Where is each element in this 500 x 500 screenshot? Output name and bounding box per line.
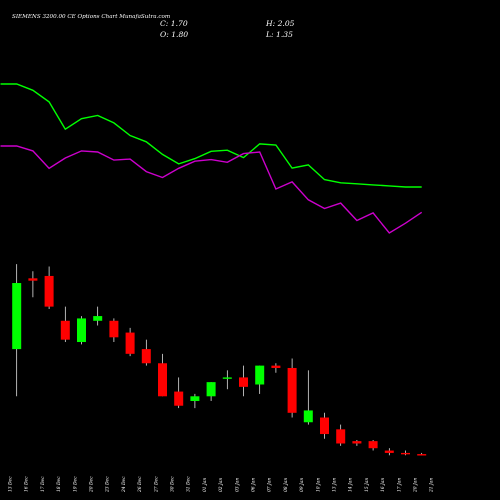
x-tick-label: 09 Jan: [300, 478, 305, 492]
x-tick-label: 03 Jan: [235, 478, 240, 492]
x-axis-labels: 13 Dec 16 Dec 17 Dec 18 Dec 19 Dec 20 Dec 23 D…: [9, 476, 435, 493]
x-tick-label: 20 Jan: [414, 478, 419, 493]
x-tick-label: 26 Dec: [138, 476, 143, 493]
candle-down: [384, 450, 394, 453]
x-tick-label: 01 Jan: [203, 478, 208, 492]
close-value: C: 1.70: [160, 19, 188, 28]
candle-up: [255, 365, 265, 385]
x-tick-label: 31 Dec: [187, 476, 192, 492]
x-tick-label: 14 Jan: [349, 478, 354, 492]
candle-down: [336, 429, 346, 444]
upper-indicator-line: [0, 83, 422, 188]
x-tick-label: 06 Jan: [252, 478, 257, 492]
x-tick-label: 07 Jan: [268, 478, 273, 492]
candle-up: [93, 316, 103, 321]
candle-down: [125, 332, 135, 354]
candle-up: [12, 283, 22, 350]
candle-up: [206, 382, 216, 397]
candle-down: [109, 320, 119, 338]
candle-down: [352, 441, 362, 444]
candle-down: [60, 320, 70, 340]
lower-indicator-line: [0, 145, 423, 234]
x-tick-label: 13 Dec: [9, 476, 14, 492]
candle-down: [368, 441, 378, 449]
x-tick-label: 23 Dec: [106, 476, 111, 493]
x-tick-label: 19 Dec: [73, 476, 78, 492]
x-tick-label: 20 Dec: [90, 476, 95, 493]
x-tick-label: 08 Jan: [284, 478, 289, 492]
x-tick-label: 02 Jan: [219, 478, 224, 492]
x-tick-label: 17 Dec: [41, 476, 46, 492]
candles: [12, 264, 427, 456]
chart-title: SIEMENS 3200.00 CE Options Chart MunafaS…: [12, 14, 170, 20]
candle-down: [174, 391, 184, 406]
candle-up: [190, 396, 200, 402]
candle-down: [239, 377, 248, 387]
x-tick-label: 10 Jan: [316, 478, 321, 492]
x-tick-label: 27 Dec: [154, 476, 159, 493]
candle-up: [77, 318, 86, 343]
x-tick-label: 16 Jan: [381, 478, 386, 492]
candle-down: [401, 452, 410, 455]
open-value: O: 1.80: [160, 30, 188, 39]
x-tick-label: 24 Dec: [122, 476, 127, 493]
x-tick-label: 30 Dec: [171, 476, 176, 492]
x-tick-label: 18 Dec: [57, 476, 62, 492]
candle-down: [28, 278, 38, 281]
candle-down: [287, 367, 297, 413]
candle-down: [158, 363, 167, 397]
low-value: L: 1.35: [265, 30, 293, 39]
x-tick-label: 15 Jan: [365, 478, 370, 492]
x-tick-label: 16 Dec: [25, 476, 30, 492]
candle-down: [44, 275, 54, 307]
candle-up: [222, 377, 232, 379]
indicator-lines: [0, 83, 423, 234]
x-tick-label: 17 Jan: [397, 478, 402, 492]
x-tick-label: 21 Jan: [430, 478, 435, 493]
candle-down: [320, 417, 329, 435]
candle-up: [303, 410, 313, 423]
high-value: H: 2.05: [265, 19, 295, 28]
candle-down: [141, 349, 151, 364]
x-tick-label: 13 Jan: [333, 478, 338, 492]
candle-down: [271, 365, 281, 368]
candle-down: [417, 454, 427, 456]
